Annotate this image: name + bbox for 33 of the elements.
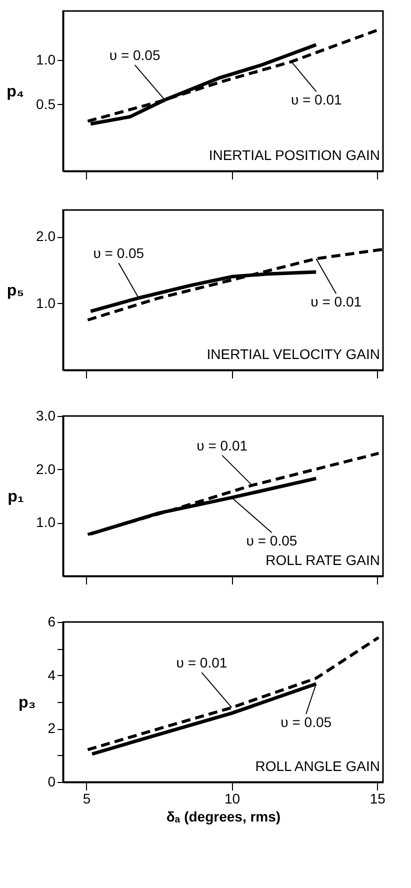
annotation: υ = 0.01: [196, 437, 248, 454]
annotation: υ = 0.05: [109, 46, 160, 63]
text: ROLL ANGLE GAIN: [255, 758, 380, 774]
y-tick-label: 1.0: [36, 294, 56, 311]
y-tick-label: 0.5: [36, 96, 56, 112]
y-tick-label: 2.0: [36, 460, 56, 477]
y-axis-title: p₁: [8, 488, 24, 506]
annotation: υ = 0.05: [280, 714, 332, 730]
annotation: υ = 0.01: [176, 654, 228, 671]
x-tick-label: 10: [224, 790, 240, 806]
text: ROLL RATE GAIN: [266, 552, 380, 568]
y-tick-label: 1.0: [36, 514, 56, 530]
x-tick-label: 5: [82, 790, 91, 806]
x-tick-label: 15: [370, 790, 386, 806]
y-tick-label: 2: [48, 720, 56, 736]
y-tick-label: 3.0: [36, 408, 56, 424]
annotation: υ = 0.01: [310, 294, 362, 310]
y-tick-label: 6: [48, 614, 56, 630]
annotation: υ = 0.01: [290, 92, 342, 108]
y-axis-title: p₄: [6, 84, 24, 100]
text: INERTIAL POSITION GAIN: [208, 147, 380, 163]
line-series: [86, 452, 380, 536]
y-axis-title: p₃: [18, 694, 36, 712]
y-tick-label: 2.0: [36, 228, 56, 244]
line-series: [86, 636, 380, 752]
y-axis-title: p₅: [6, 282, 24, 300]
annotation: υ = 0.05: [93, 245, 144, 261]
y-tick-label: 4: [48, 666, 56, 683]
annotation: υ = 0.05: [246, 532, 298, 549]
y-tick-label: 0: [48, 774, 56, 790]
y-tick-label: 1.0: [36, 51, 56, 68]
text: INERTIAL VELOCITY GAIN: [206, 346, 380, 362]
x-axis-title: δₐ (degrees, rms): [166, 808, 281, 824]
